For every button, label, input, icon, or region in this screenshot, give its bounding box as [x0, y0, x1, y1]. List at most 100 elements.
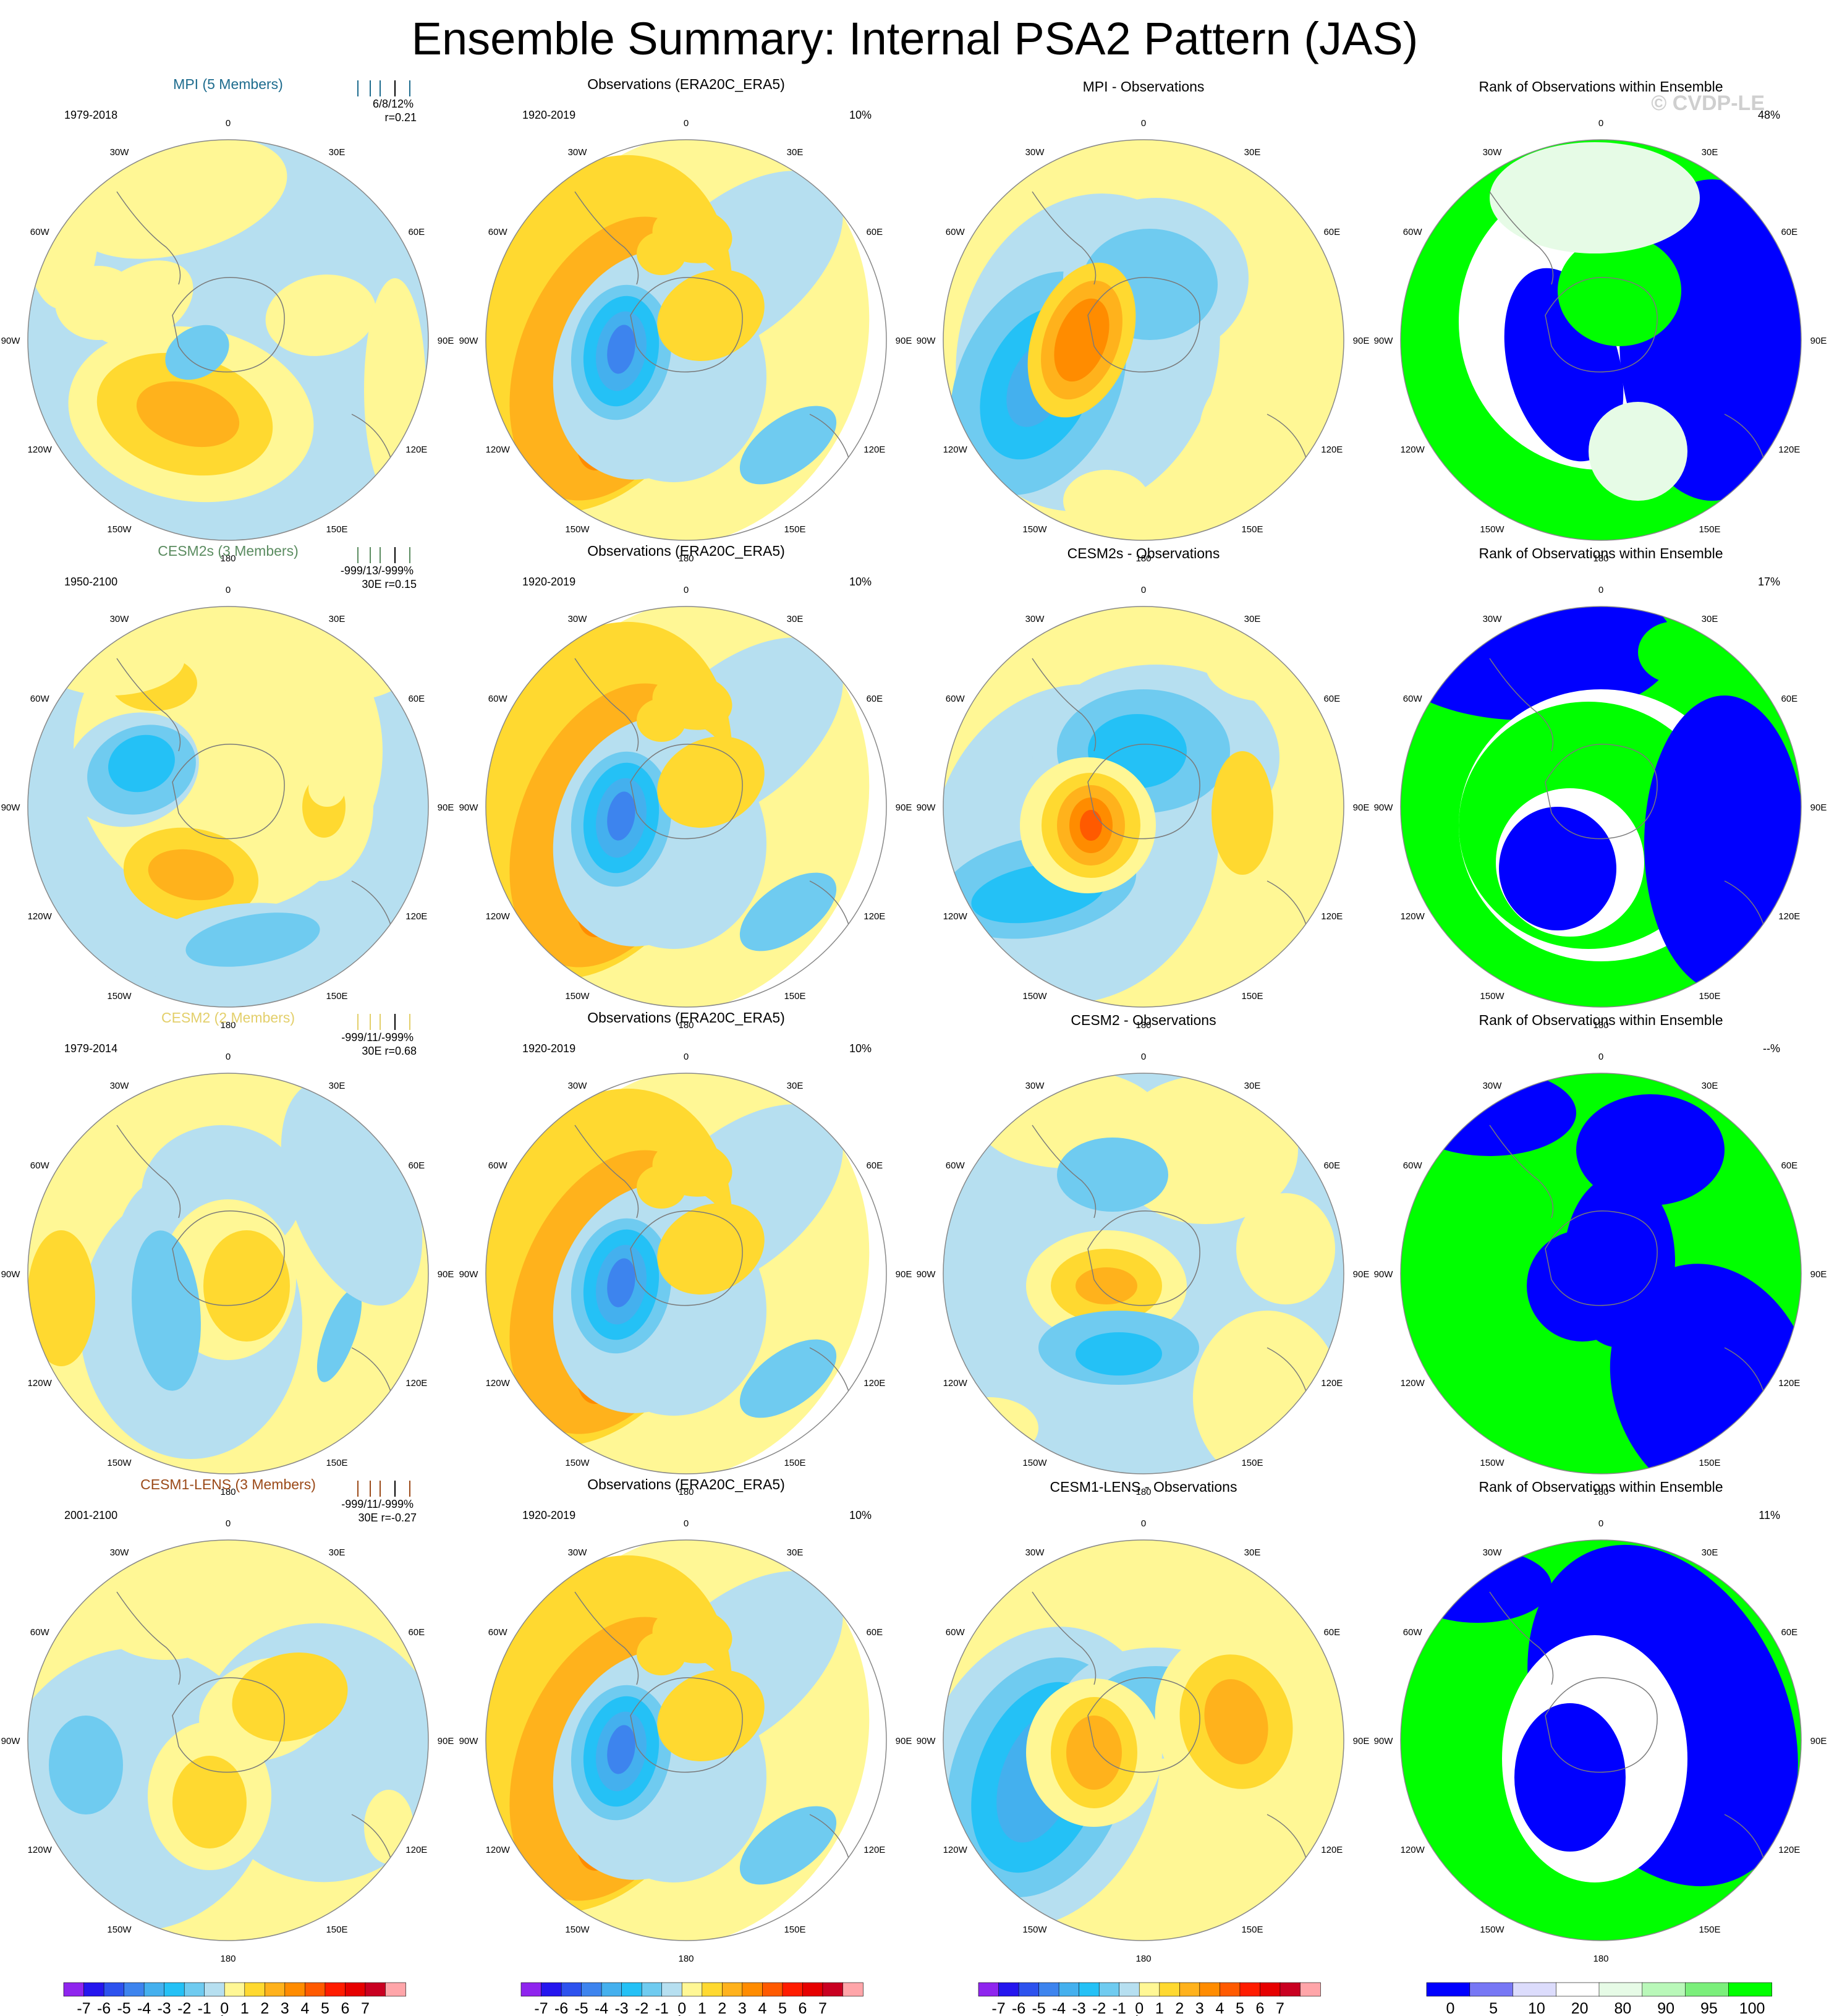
longitude-label: 30E	[787, 614, 804, 624]
colorbar-tick-label: -3	[614, 2000, 628, 2016]
longitude-label: 0	[226, 585, 231, 595]
map-fill	[1401, 606, 1801, 1007]
longitude-label: 60W	[946, 1160, 965, 1171]
period-label: 1920-2019	[522, 576, 575, 588]
colorbar-tick-label: -4	[1052, 2000, 1066, 2016]
longitude-label: 120E	[864, 911, 885, 922]
colorbar-tick-label: 20	[1571, 2000, 1589, 2016]
coastline	[630, 277, 743, 373]
colorbar-swatch	[1179, 1982, 1200, 1997]
longitude-label: 120E	[1778, 1845, 1800, 1855]
colorbar-tick-label: 80	[1614, 2000, 1631, 2016]
colorbar-swatch	[541, 1982, 562, 1997]
longitude-label: 30W	[1483, 1547, 1503, 1558]
colorbar-swatch	[264, 1982, 286, 1997]
contour-region	[148, 849, 234, 901]
longitude-label: 30E	[1244, 1081, 1261, 1091]
contour-region	[1558, 235, 1681, 346]
longitude-label: 60E	[866, 1627, 883, 1638]
contour-region	[1403, 1549, 1551, 1623]
contour-region	[49, 1716, 123, 1814]
map-border	[1400, 139, 1802, 541]
colorbar-swatch	[1239, 1982, 1261, 1997]
rank-panel: Rank of Observations within Ensemble 11% 0…	[1374, 1479, 1827, 1964]
map-fill	[486, 1540, 870, 1941]
percent-label: 10%	[849, 576, 872, 588]
stats-label: -999/11/-999%	[341, 1498, 414, 1510]
longitude-label: 120E	[1321, 911, 1343, 922]
longitude-label: 30W	[568, 614, 588, 624]
longitude-label: 30W	[1025, 614, 1045, 624]
panel-title: Observations (ERA20C_ERA5)	[587, 1010, 785, 1026]
longitude-label: 90E	[1353, 802, 1370, 813]
coastline	[116, 1125, 181, 1219]
longitude-label: 180	[1135, 1487, 1151, 1497]
colorbar-swatch	[184, 1982, 205, 1997]
coastline	[630, 1677, 743, 1773]
panel-grid: MPI (5 Members) 1979-2018 6/8/12%r=0.21 0 30…	[1, 76, 1827, 1964]
contour-region	[637, 1632, 686, 1675]
stats-label: -999/11/-999%	[341, 1031, 414, 1044]
colorbar-tick-label: 7	[1276, 2000, 1284, 2016]
longitude-label: 90W	[459, 336, 479, 346]
colorbar-swatch	[1038, 1982, 1059, 1997]
longitude-label: 150E	[1241, 991, 1263, 1002]
colorbar-tick-label: 3	[1195, 2000, 1204, 2016]
longitude-label: 150W	[565, 524, 590, 535]
longitude-label: 90W	[917, 1269, 936, 1280]
difference-panel: CESM1-LENS - Observations 0 30E 60E 90E 120E 1…	[917, 1479, 1370, 1964]
longitude-label: 60E	[408, 1627, 425, 1638]
panel-title: Rank of Observations within Ensemble	[1479, 1012, 1723, 1028]
longitude-label: 150E	[1241, 1458, 1263, 1468]
longitude-label: 150E	[1699, 1925, 1720, 1935]
map-fill	[943, 140, 1344, 540]
colorbar-tick-label: 7	[818, 2000, 827, 2016]
contour-region	[1076, 1332, 1162, 1376]
longitude-label: 30W	[1483, 614, 1503, 624]
colorbar-swatch	[345, 1982, 366, 1997]
longitude-label: 30W	[1483, 147, 1503, 158]
longitude-label: 30E	[1244, 147, 1261, 158]
longitude-label: 60W	[1403, 227, 1423, 237]
colorbar-swatch	[1159, 1982, 1181, 1997]
contour-region	[943, 1397, 1038, 1459]
longitude-label: 150E	[784, 524, 805, 535]
longitude-label: 90W	[459, 1269, 479, 1280]
longitude-label: 150W	[107, 524, 132, 535]
longitude-label: 120E	[405, 444, 427, 455]
contour-region	[1076, 1267, 1137, 1304]
colorbar-tick-label: -7	[77, 2000, 90, 2016]
panel-title: CESM1-LENS - Observations	[1050, 1479, 1237, 1495]
colorbar-swatch	[103, 1982, 125, 1997]
longitude-label: 30W	[1025, 1547, 1045, 1558]
longitude-label: 0	[1141, 585, 1146, 595]
longitude-label: 120E	[405, 911, 427, 922]
longitude-label: 60W	[1403, 1160, 1423, 1171]
contour-region	[1589, 402, 1687, 501]
colorbar-swatch	[641, 1982, 663, 1997]
longitude-label: 60E	[1323, 227, 1340, 237]
longitude-label: 180	[1135, 1954, 1151, 1964]
colorbar-tick-label: -1	[198, 2000, 211, 2016]
longitude-label: 120W	[1401, 444, 1425, 455]
longitude-label: 90W	[1374, 336, 1394, 346]
panel-title: Rank of Observations within Ensemble	[1479, 79, 1723, 95]
contour-region	[316, 1288, 362, 1382]
coastline	[1032, 1125, 1097, 1219]
longitude-label: 180	[1593, 1954, 1608, 1964]
percent-label: 11%	[1759, 1509, 1780, 1521]
longitude-label: 30W	[110, 1081, 130, 1091]
longitude-label: 150W	[1022, 1458, 1047, 1468]
coastline	[1087, 1677, 1200, 1773]
colorbar-swatch	[520, 1982, 542, 1997]
coastline	[1545, 1210, 1658, 1306]
longitude-label: 60E	[1781, 1160, 1797, 1171]
longitude-label: 30E	[787, 147, 804, 158]
colorbar-tick-label: -1	[1113, 2000, 1126, 2016]
contour-region	[1236, 1193, 1335, 1304]
longitude-label: 150W	[1022, 524, 1047, 535]
longitude-label: 60W	[1403, 1627, 1423, 1638]
contour-region	[203, 1230, 290, 1342]
longitude-label: 30E	[1702, 614, 1718, 624]
panel-title: CESM1-LENS (3 Members)	[140, 1476, 316, 1492]
